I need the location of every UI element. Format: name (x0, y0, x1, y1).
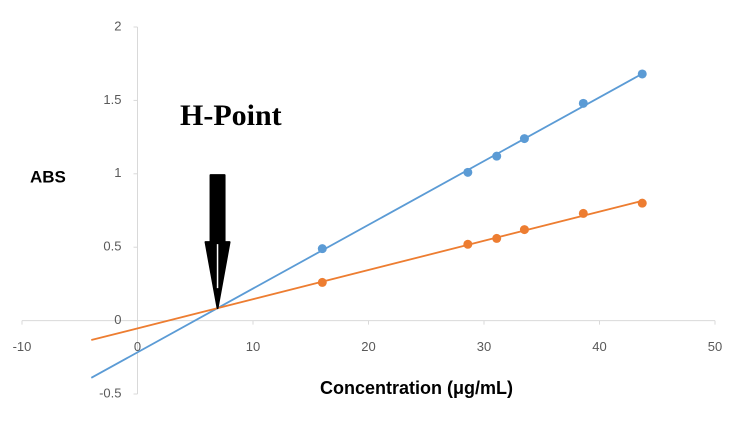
y-tick-label: 0 (114, 312, 121, 327)
y-axis-label: ABS (30, 167, 66, 186)
data-point (317, 244, 327, 254)
x-tick-label: 40 (592, 339, 606, 354)
x-tick-label: 10 (246, 339, 260, 354)
x-tick-label: 30 (477, 339, 491, 354)
trendline (90, 72, 643, 379)
annotation: H-Point (180, 99, 282, 132)
y-tick-label: 1 (114, 165, 121, 180)
y-tick-label: 0.5 (103, 239, 121, 254)
data-point (463, 167, 473, 177)
x-tick-label: 50 (708, 339, 722, 354)
data-point (492, 233, 502, 243)
data-point (463, 239, 473, 249)
trendline (91, 199, 643, 341)
x-tick-label: -10 (13, 339, 32, 354)
y-tick-label: 2 (114, 18, 121, 33)
data-point (492, 151, 502, 161)
data-point (519, 225, 529, 235)
data-point (519, 134, 529, 144)
arrow (204, 174, 231, 310)
x-tick-label: 20 (361, 339, 375, 354)
data-point (578, 208, 588, 218)
data-point (578, 98, 588, 108)
data-point (317, 277, 327, 287)
data-point (637, 69, 647, 79)
x-tick-label: 0 (134, 339, 141, 354)
data-point (637, 198, 647, 208)
x-axis-label: Concentration (μg/mL) (320, 378, 513, 398)
y-tick-label: 1.5 (103, 92, 121, 107)
y-tick-label: -0.5 (99, 385, 121, 400)
